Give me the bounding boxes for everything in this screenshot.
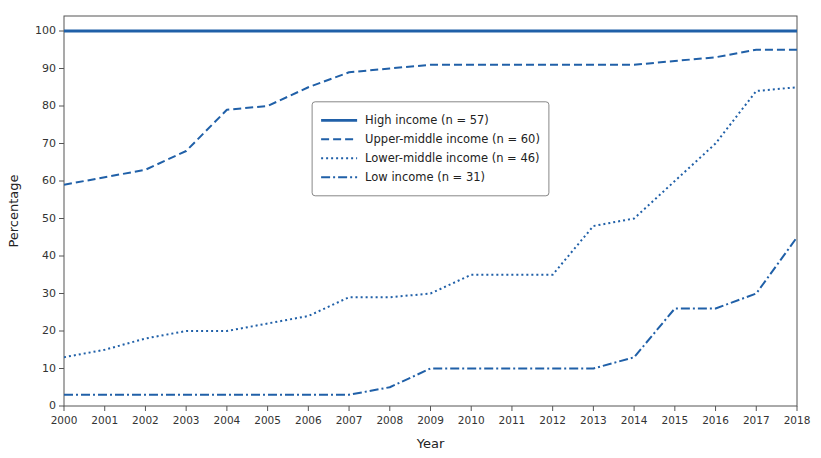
x-tick — [593, 406, 594, 411]
x-tick-label: 2009 — [417, 414, 444, 426]
y-axis-label: Percentage — [6, 174, 21, 247]
legend-swatch — [321, 157, 357, 159]
x-tick — [186, 406, 187, 411]
y-tick-label: 10 — [42, 362, 56, 375]
x-tick-label: 2003 — [173, 414, 200, 426]
legend-label: Lower-middle income (n = 46) — [365, 151, 539, 165]
x-tick-label: 2000 — [51, 414, 78, 426]
x-tick — [349, 406, 350, 411]
x-tick — [715, 406, 716, 411]
x-tick — [267, 406, 268, 411]
y-tick-label: 30 — [42, 287, 56, 300]
x-tick-label: 2007 — [336, 414, 363, 426]
y-tick-label: 70 — [42, 137, 56, 150]
x-tick — [674, 406, 675, 411]
y-tick — [59, 293, 64, 294]
y-tick-label: 0 — [49, 399, 56, 412]
x-tick — [389, 406, 390, 411]
x-axis-label: Year — [416, 436, 445, 451]
x-tick — [104, 406, 105, 411]
x-tick — [64, 406, 65, 411]
y-tick — [59, 406, 64, 407]
y-tick-label: 90 — [42, 62, 56, 75]
y-tick-label: 40 — [42, 249, 56, 262]
legend-swatch — [321, 138, 357, 140]
y-tick — [59, 256, 64, 257]
x-tick-label: 2010 — [458, 414, 485, 426]
x-tick — [145, 406, 146, 411]
legend-label: High income (n = 57) — [365, 113, 489, 127]
y-tick-label: 20 — [42, 324, 56, 337]
y-tick-label: 80 — [42, 99, 56, 112]
legend-label: Upper-middle income (n = 60) — [365, 132, 540, 146]
y-tick — [59, 106, 64, 107]
y-tick-label: 60 — [42, 174, 56, 187]
x-tick — [634, 406, 635, 411]
x-tick-label: 2018 — [784, 414, 811, 426]
legend: High income (n = 57) Upper-middle income … — [312, 102, 549, 196]
x-tick-label: 2017 — [743, 414, 770, 426]
x-tick — [308, 406, 309, 411]
series-line — [64, 50, 797, 185]
chart: 0 10 20 30 40 50 60 70 80 90 100 2000 2001 2002 2003 20… — [0, 0, 821, 458]
x-tick — [552, 406, 553, 411]
x-tick — [471, 406, 472, 411]
x-tick — [756, 406, 757, 411]
x-tick — [430, 406, 431, 411]
x-tick-label: 2001 — [91, 414, 118, 426]
series-line — [64, 30, 797, 33]
x-tick-label: 2016 — [702, 414, 729, 426]
x-tick-label: 2006 — [295, 414, 322, 426]
x-tick-label: 2008 — [376, 414, 403, 426]
series-line — [64, 237, 797, 395]
legend-swatch — [321, 119, 357, 122]
x-tick-label: 2014 — [621, 414, 648, 426]
x-tick-label: 2012 — [539, 414, 566, 426]
x-tick — [511, 406, 512, 411]
y-tick — [59, 368, 64, 369]
x-tick — [797, 406, 798, 411]
series-line — [64, 87, 797, 357]
legend-box — [312, 102, 549, 196]
y-tick — [59, 31, 64, 32]
legend-swatch — [321, 176, 357, 178]
y-tick — [59, 68, 64, 69]
x-tick-label: 2002 — [132, 414, 159, 426]
legend-label: Low income (n = 31) — [365, 170, 485, 184]
x-tick — [226, 406, 227, 411]
x-tick-label: 2011 — [499, 414, 526, 426]
x-tick-label: 2004 — [214, 414, 241, 426]
x-tick-label: 2015 — [661, 414, 688, 426]
y-tick — [59, 143, 64, 144]
series-group — [64, 31, 797, 395]
x-tick-label: 2013 — [580, 414, 607, 426]
y-tick — [59, 331, 64, 332]
y-tick — [59, 181, 64, 182]
y-tick — [59, 218, 64, 219]
x-tick-label: 2005 — [254, 414, 281, 426]
plot-frame — [64, 16, 797, 406]
y-tick-label: 100 — [35, 24, 56, 37]
y-tick-label: 50 — [42, 212, 56, 225]
